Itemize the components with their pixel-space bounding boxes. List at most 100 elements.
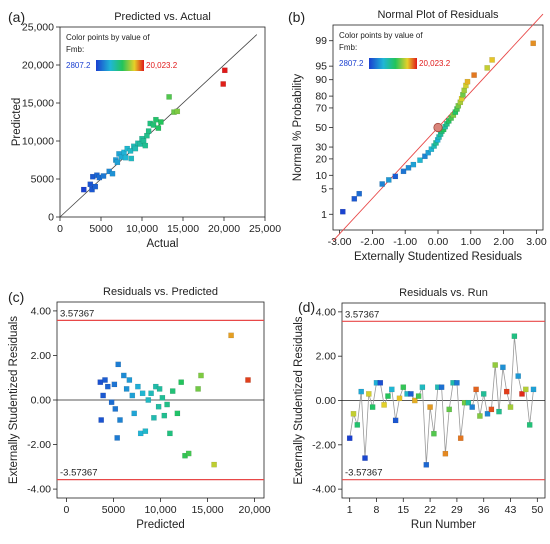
data-point: [198, 372, 204, 379]
data-point: [222, 67, 228, 74]
data-point: [340, 208, 346, 215]
x-tick-label: -2.00: [360, 236, 384, 248]
data-point: [185, 450, 192, 457]
y-tick-label: 2.00: [31, 350, 52, 362]
y-tick-label: 4.00: [316, 306, 337, 318]
panel-label: (d): [298, 299, 315, 315]
data-point: [438, 384, 445, 390]
data-point: [515, 373, 521, 379]
data-point: [346, 435, 353, 441]
data-point: [127, 148, 134, 154]
x-tick-label: 3.00: [526, 236, 547, 248]
data-point: [128, 155, 135, 162]
data-point: [129, 392, 136, 399]
y-tick-label: 5: [321, 183, 327, 195]
data-point: [115, 361, 121, 368]
data-point: [503, 388, 510, 395]
data-point: [161, 412, 168, 419]
x-tick-label: 29: [451, 504, 463, 516]
x-tick-label: 15,000: [191, 504, 223, 516]
panel-label: (a): [8, 9, 25, 25]
limit-label: -3.57367: [60, 468, 98, 479]
data-point: [144, 132, 150, 139]
data-point: [166, 94, 172, 100]
highlight-point: [433, 122, 443, 133]
data-point: [92, 183, 99, 190]
legend-max-label: 20,023.2: [419, 59, 451, 68]
data-point: [228, 332, 234, 339]
y-tick-label: 2.00: [316, 351, 337, 363]
data-point: [500, 364, 506, 371]
data-point: [178, 379, 184, 385]
data-point: [496, 408, 502, 415]
data-point: [98, 417, 104, 423]
data-point: [412, 397, 418, 404]
data-point: [140, 138, 147, 144]
x-tick-label: 43: [505, 504, 517, 516]
data-point: [427, 404, 433, 410]
data-point: [425, 149, 431, 156]
data-point: [480, 391, 487, 397]
data-point: [392, 417, 399, 424]
x-tick-label: 2.00: [493, 236, 514, 248]
data-point: [362, 455, 368, 461]
data-point: [405, 165, 412, 171]
y-tick-label: 15,000: [22, 98, 54, 110]
y-tick-label: 70: [315, 102, 327, 114]
panel-b: (b) Normal Plot of Residuals -3.00 -2.00 -1.…: [288, 9, 547, 263]
x-tick-label: 25,000: [249, 223, 281, 235]
data-point: [114, 435, 120, 441]
y-tick-label: 90: [315, 74, 327, 86]
data-point: [109, 170, 116, 177]
x-tick-label: 50: [531, 504, 543, 516]
y-tick-label: 50: [315, 122, 327, 134]
limit-label: 3.57367: [60, 308, 94, 319]
data-point: [135, 383, 141, 390]
y-tick-label: -2.00: [312, 439, 336, 451]
chart-title: Residuals vs. Run: [399, 287, 488, 299]
chart-title: Predicted vs. Actual: [114, 11, 211, 23]
data-point: [164, 401, 170, 408]
x-tick-label: 1: [347, 504, 353, 516]
data-point: [356, 190, 362, 197]
y-tick-label: 80: [315, 91, 327, 103]
y-tick-label: -2.00: [27, 439, 51, 451]
panel-c: (c) Residuals vs. Predicted 0 5000 10,000 15,…: [8, 286, 271, 531]
data-point: [442, 450, 449, 457]
y-tick-label: 99: [315, 35, 327, 47]
data-point: [377, 380, 384, 386]
y-tick-label: 0.00: [31, 395, 52, 407]
x-axis-label: Run Number: [411, 519, 476, 531]
x-tick-label: -1.00: [393, 236, 417, 248]
panel-label: (b): [288, 9, 305, 25]
data-point: [400, 168, 407, 175]
data-point: [523, 386, 529, 393]
x-axis-label: Externally Studentized Residuals: [354, 251, 522, 263]
data-point: [139, 390, 146, 397]
data-point: [471, 72, 477, 78]
data-point: [507, 404, 514, 410]
data-point: [492, 362, 498, 368]
x-tick-label: 10,000: [144, 504, 176, 516]
y-tick-label: 25,000: [22, 22, 54, 34]
x-axis-label: Predicted: [136, 519, 185, 531]
data-point: [530, 386, 537, 393]
data-point: [131, 410, 137, 417]
data-point: [126, 377, 133, 383]
data-point: [111, 381, 118, 388]
data-point: [350, 411, 357, 417]
data-point: [358, 388, 364, 395]
panel-a: (a) Predicted vs. Actual 0 5000 10,000 15,000…: [8, 9, 281, 250]
data-point: [112, 406, 119, 412]
legend-variable: Fmb:: [66, 45, 84, 54]
data-point: [511, 333, 518, 339]
data-point: [137, 430, 144, 437]
data-point: [464, 78, 471, 85]
data-point: [369, 404, 376, 410]
y-axis-label: Externally Studentized Residuals: [8, 316, 20, 484]
x-tick-label: 20,000: [239, 504, 271, 516]
data-point: [461, 87, 467, 94]
data-point: [473, 386, 479, 393]
data-point: [484, 411, 491, 417]
